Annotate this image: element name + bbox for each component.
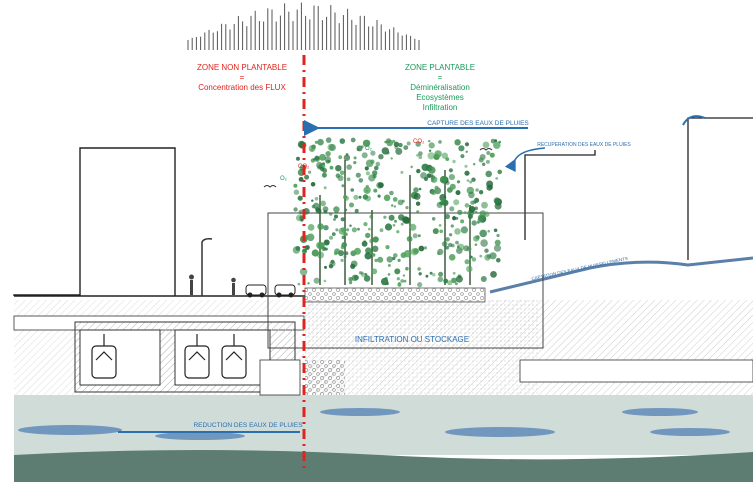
runoff-road — [489, 256, 753, 294]
non-plantable-title: ZONE NON PLANTABLE — [197, 63, 287, 72]
tall-right-building — [687, 117, 753, 260]
groundwater-layer — [14, 395, 753, 455]
street-lamp — [201, 238, 213, 296]
gravel-fill — [305, 360, 345, 395]
capture-rain-label: CAPTURE DES EAUX DE PLUIES — [427, 120, 529, 127]
tree-pit-outline — [267, 212, 544, 349]
non-plantable-equals: = — [240, 73, 245, 82]
plantable-equals: = — [438, 73, 443, 82]
recovery-arrow — [504, 147, 546, 173]
rain-reduction-label: REDUCTION DES EAUX DE PLUIES — [193, 422, 303, 429]
parked-cars — [245, 284, 296, 298]
tunnel-step — [259, 359, 301, 396]
non-plantable-subtitle: Concentration des FLUX — [198, 83, 286, 92]
metro-trains — [91, 334, 247, 379]
groundwater-lenses — [18, 408, 730, 440]
mid-right-building — [524, 150, 596, 240]
left-building — [13, 147, 176, 296]
rain-lines — [187, 2, 420, 50]
co2-right: CO₂ — [413, 139, 425, 145]
recovery-rain-label: RECUPERATION DES EAUX DE PLUIES — [537, 142, 631, 148]
runoff-capture-label: CAPTATION DES EAUX DE RUISSELLEMENTS — [531, 256, 628, 281]
co2-left: CO₂ — [298, 164, 310, 170]
right-basement — [519, 359, 753, 383]
pedestrians — [189, 274, 236, 295]
planter-bed — [304, 287, 486, 303]
o2-left: O₂ — [280, 176, 288, 182]
birds — [263, 148, 493, 188]
roof-drain-arrow — [682, 115, 706, 126]
o2-right: O₂ — [365, 146, 373, 152]
plantable-title: ZONE PLANTABLE — [405, 63, 475, 72]
infiltration-label: INFILTRATION OU STOCKAGE — [355, 335, 469, 344]
tree-canopy — [292, 137, 503, 288]
plantable-line-1: Déminéralisation — [410, 83, 470, 92]
bedrock-layer — [14, 450, 753, 482]
plantable-line-2: Ecosystèmes — [416, 93, 464, 102]
plantable-line-3: Infiltration — [423, 103, 458, 112]
infiltration-zone — [305, 300, 540, 350]
